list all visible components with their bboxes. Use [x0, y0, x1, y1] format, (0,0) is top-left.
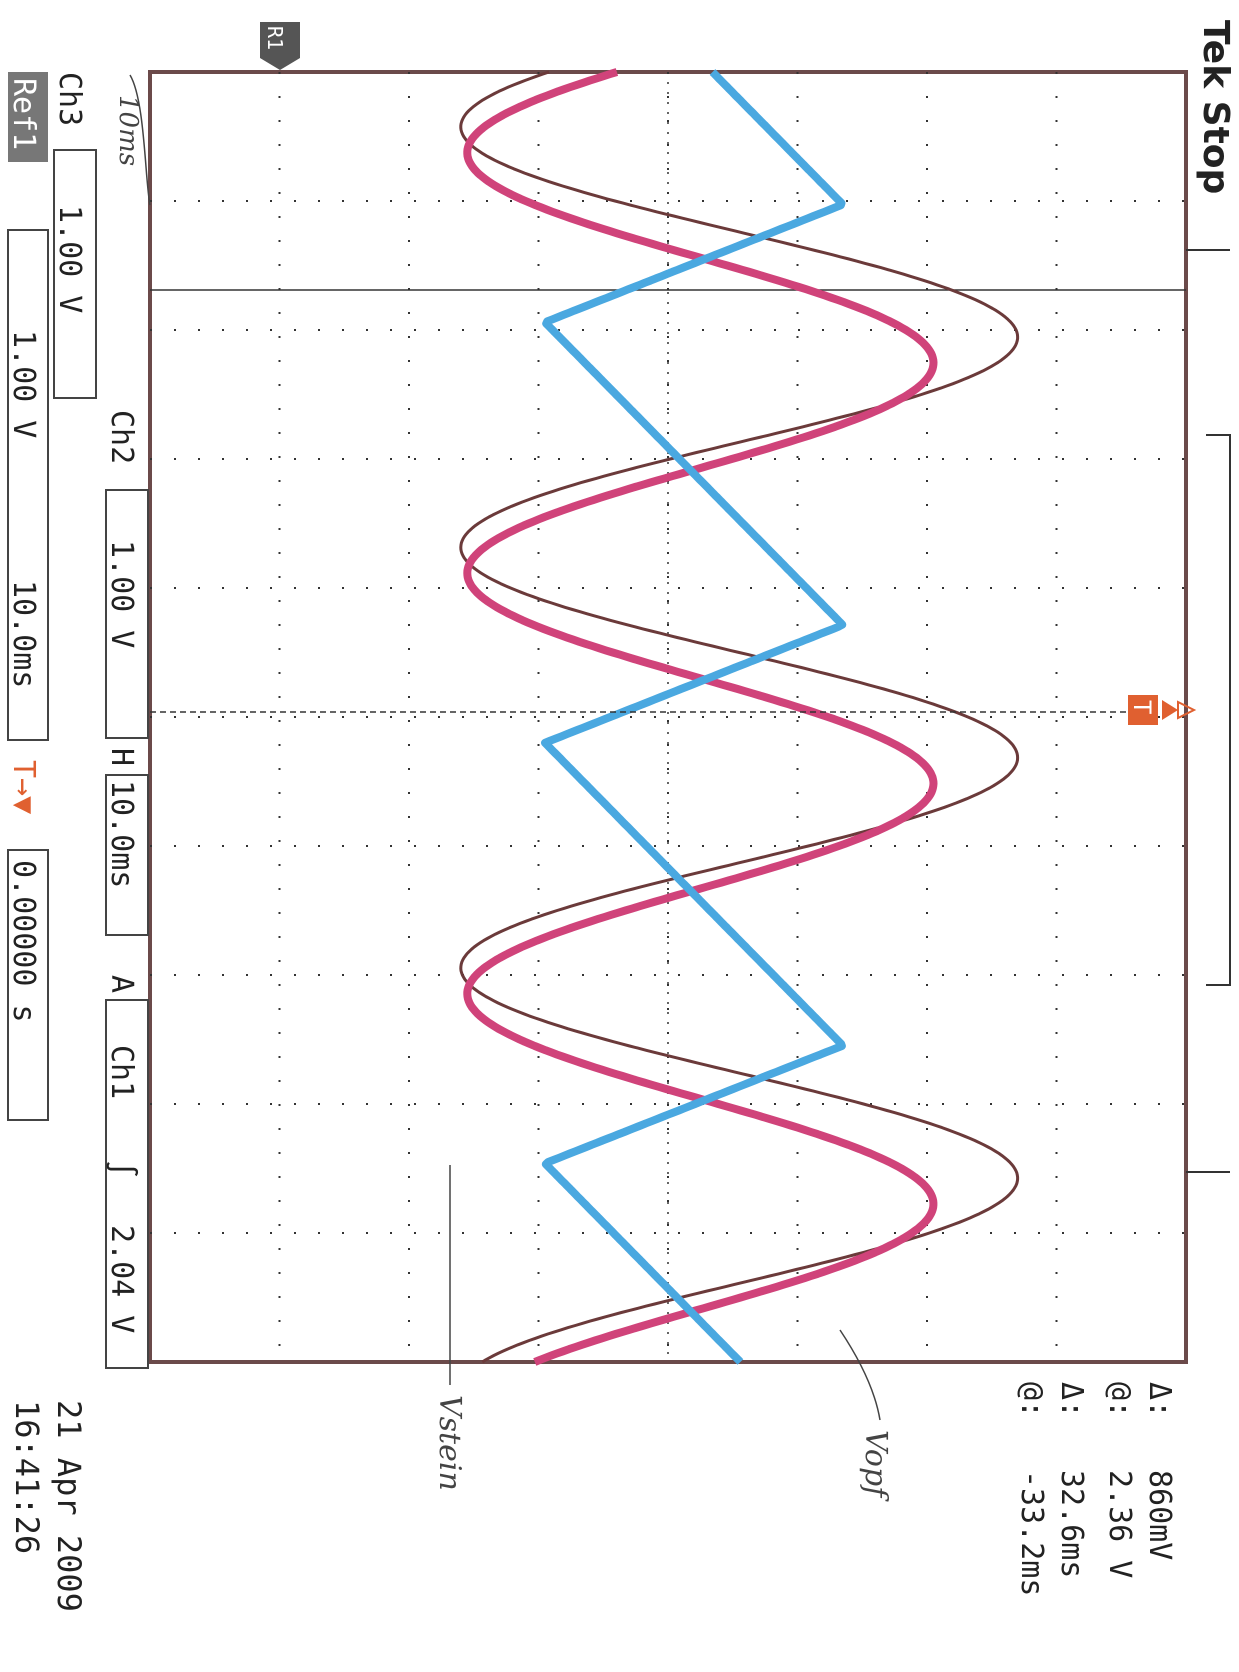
reference-marker: R1: [260, 22, 300, 70]
horizontal-scale-box: [105, 774, 149, 936]
ch3-label: Ch3: [52, 72, 87, 126]
ch3-scale[interactable]: 1.00 V: [52, 205, 87, 313]
date-text: 21 Apr 2009: [50, 1400, 88, 1612]
trigger-source[interactable]: Ch1: [104, 1045, 139, 1099]
status-text: Tek Stop: [1195, 20, 1236, 194]
handwritten-label-blue: Vstein: [432, 1395, 467, 1491]
ch2-scale[interactable]: 1.00 V: [104, 540, 139, 648]
voltage-at-value: 2.36 V: [1102, 1470, 1137, 1578]
graticule-grid: [150, 72, 1186, 1362]
trigger-position-box: [7, 849, 49, 1121]
trigger-slope-icon: ∫: [104, 1160, 139, 1178]
handwritten-note-left: 10ms: [113, 95, 143, 166]
voltage-delta-symbol: Δ:: [1142, 1382, 1177, 1418]
traces[interactable]: [459, 68, 1020, 1366]
cursor-readout: Δ: 860mV @: 2.36 V Δ: 32.6ms @: -33.2ms: [1014, 1382, 1177, 1596]
time-at-value: -33.2ms: [1014, 1470, 1049, 1596]
trace-line-3: [541, 69, 847, 1365]
ref-label-box: [8, 72, 48, 162]
ch2-label: Ch2: [104, 410, 139, 464]
trigger-position-icon: T→▼: [6, 760, 41, 814]
horizontal-scale[interactable]: 10.0ms: [104, 780, 139, 888]
handwritten-label-red: Vopf: [858, 1430, 893, 1502]
acquire-label: A: [104, 975, 139, 993]
trace-line-2: [463, 68, 938, 1366]
datetime: 21 Apr 2009 16:41:26: [8, 1400, 88, 1612]
time-text: 16:41:26: [8, 1400, 46, 1554]
trigger-position-marker: T: [1128, 695, 1197, 725]
time-at-symbol: @:: [1014, 1382, 1049, 1418]
trace-line-1: [459, 70, 1020, 1364]
time-delta-value: 32.6ms: [1054, 1470, 1089, 1578]
handwritten-notes: 10ms Vopf Vstein: [113, 74, 893, 1502]
svg-text:R1: R1: [263, 26, 287, 50]
time-delta-symbol: Δ:: [1054, 1382, 1089, 1418]
ch2-scale-box: [105, 489, 149, 739]
record-bracket: [1186, 249, 1231, 1173]
ch3-scale-box: [53, 149, 97, 399]
ref-box: [7, 229, 49, 741]
voltage-delta-value: 860mV: [1142, 1470, 1177, 1560]
voltage-at-symbol: @:: [1102, 1382, 1137, 1418]
ref-label: Ref1: [6, 78, 41, 150]
trigger-box: [105, 999, 149, 1369]
trigger-level[interactable]: 2.04 V: [104, 1225, 139, 1333]
ref-scale[interactable]: 1.00 V: [6, 330, 41, 438]
trigger-position[interactable]: 0.00000 s: [6, 860, 41, 1023]
horizontal-label: H: [104, 748, 139, 766]
svg-text:T: T: [1128, 700, 1156, 714]
ref-timebase[interactable]: 10.0ms: [6, 580, 41, 688]
channel-readout-bar: Ch3 1.00 V Ch2 1.00 V H 10.0ms A Ch1 ∫ 2…: [6, 72, 149, 1369]
